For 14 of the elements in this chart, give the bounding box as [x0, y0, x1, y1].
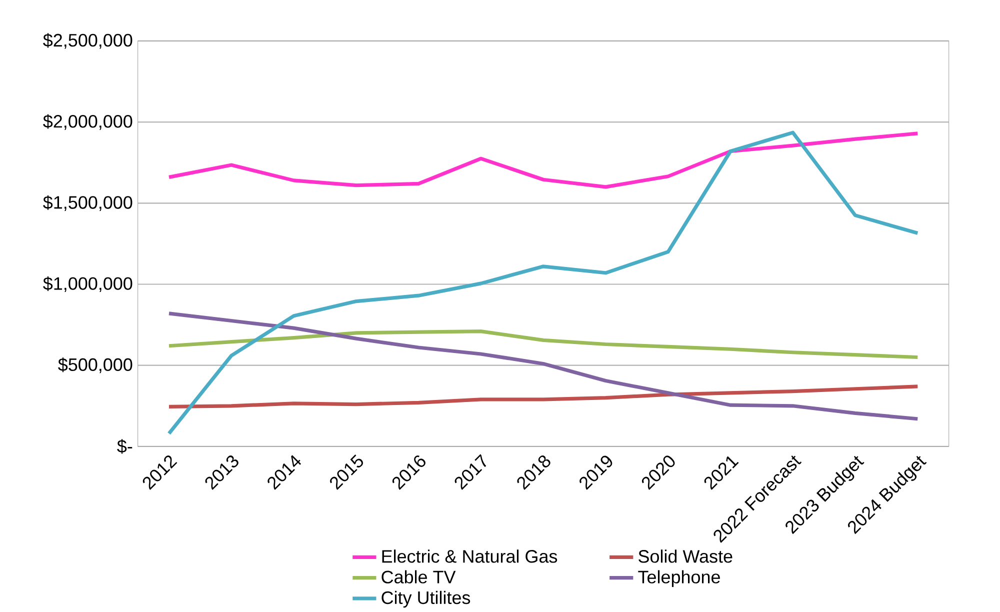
- legend-label: Telephone: [638, 570, 720, 588]
- y-tick-label: $500,000: [58, 358, 132, 374]
- legend-label: Electric & Natural Gas: [382, 550, 558, 564]
- legend-label: City Utilites: [382, 591, 470, 608]
- legend-label: Cable TV: [382, 570, 456, 584]
- line-series: [167, 330, 920, 360]
- y-tick-label: $-: [117, 439, 132, 454]
- line-series: [167, 131, 920, 436]
- y-tick-label: $2,500,000: [43, 33, 132, 49]
- y-tick-label: $2,000,000: [43, 114, 132, 130]
- y-tick-label: $1,500,000: [43, 196, 132, 212]
- line-series: [167, 132, 920, 189]
- y-tick-label: $1,000,000: [43, 276, 132, 292]
- legend-label: Solid Waste: [638, 550, 732, 564]
